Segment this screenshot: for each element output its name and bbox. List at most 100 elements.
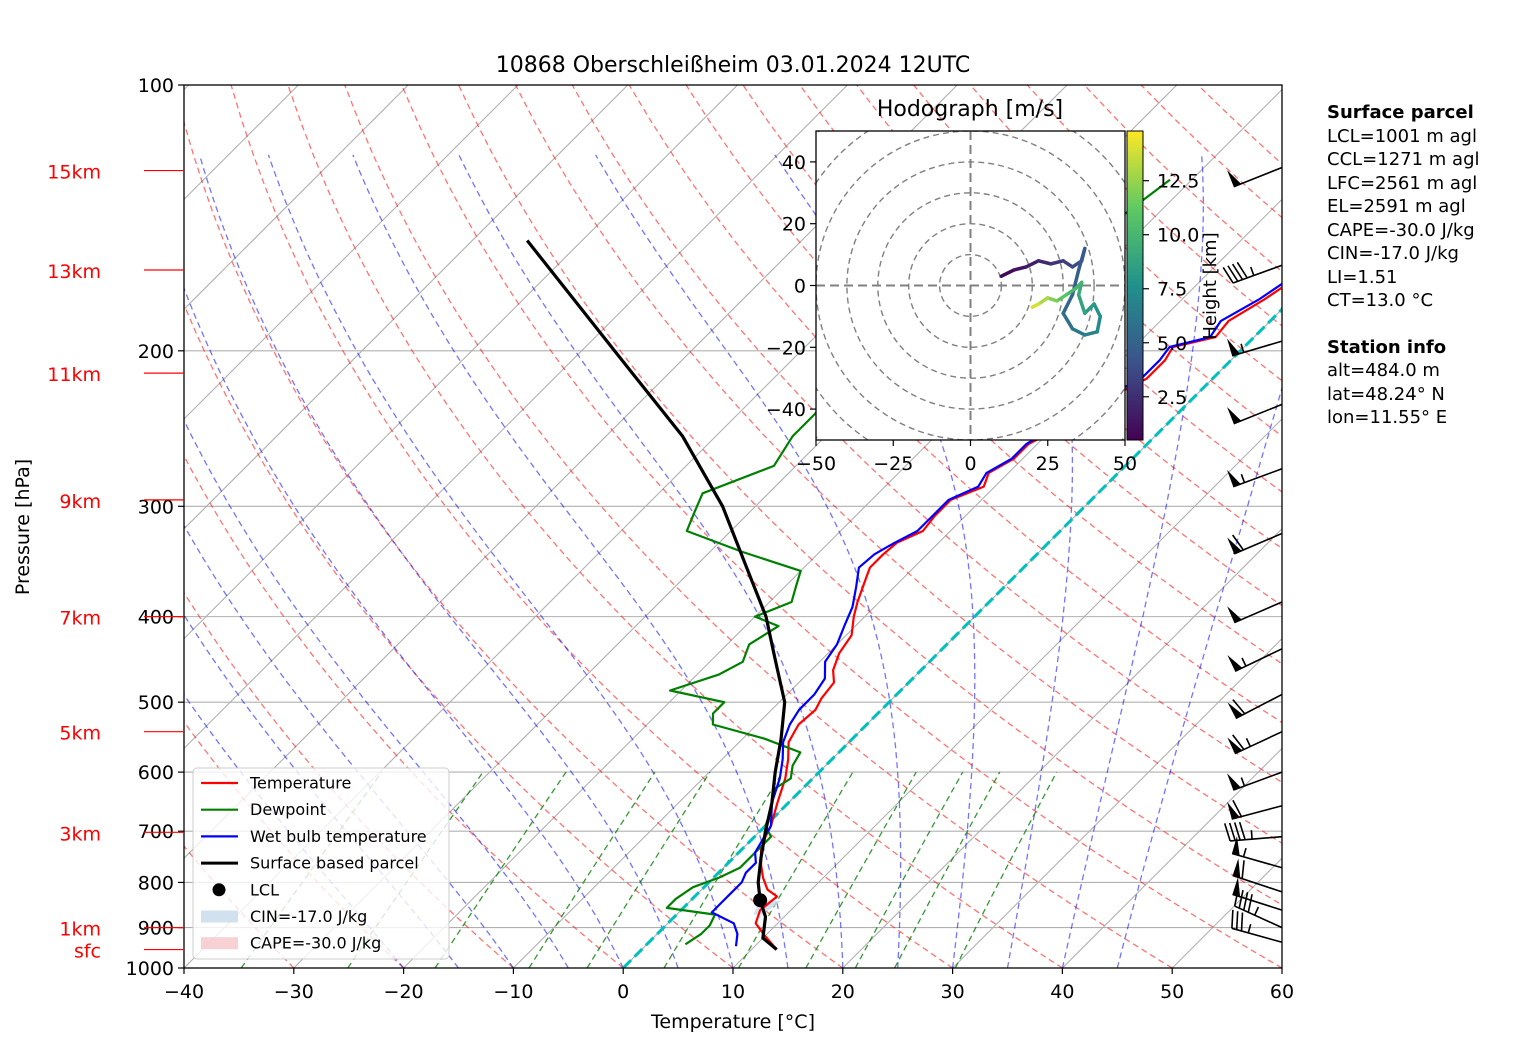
x-tick-label: 20 [831, 981, 855, 1003]
hodograph-segment [1055, 293, 1069, 303]
y-axis-label: Pressure [hPa] [12, 459, 34, 595]
hodograph-x-tick-label: −25 [873, 453, 913, 475]
parcel-line [525, 239, 787, 951]
legend-label: Wet bulb temperature [250, 827, 427, 846]
hodograph-segment [1061, 311, 1075, 331]
isotherm-line [952, 637, 1282, 968]
wind-barb [1227, 648, 1283, 673]
legend-swatch [201, 937, 238, 950]
surface-parcel-block: Surface parcel LCL=1001 m agl CCL=1271 m… [1327, 101, 1480, 313]
wind-barb [1227, 403, 1283, 425]
moist-adiabat [774, 154, 976, 968]
colorbar-label: Height [km] [1200, 232, 1221, 339]
sounding-profiles [525, 178, 1282, 951]
mixing-ratio-line [738, 771, 854, 968]
hodograph-title: Hodograph [m/s] [877, 97, 1063, 122]
hodograph-segment [1083, 302, 1096, 316]
surface-parcel-cape: CAPE=-30.0 J/kg [1327, 219, 1475, 241]
station-longitude: lon=11.55° E [1327, 407, 1448, 428]
moist-adiabat [352, 154, 789, 968]
surface-parcel-li: LI=1.51 [1327, 266, 1398, 288]
wind-barb [1231, 836, 1283, 869]
hodograph-segment [1036, 259, 1053, 266]
wind-barb [1227, 338, 1283, 357]
isotherm-line [842, 528, 1282, 968]
isotherm-line [184, 85, 738, 640]
hodograph-segment [1061, 259, 1075, 269]
hodograph-x-tick-label: 50 [1113, 453, 1137, 475]
station-info-block: Station info alt=484.0 m lat=48.24° N lo… [1327, 336, 1480, 430]
wind-barbs [1222, 166, 1283, 943]
wind-barb [1226, 467, 1283, 488]
wind-barb [1231, 909, 1283, 943]
colorbar-tick-label: 7.5 [1157, 279, 1187, 301]
legend-label: CIN=-17.0 J/kg [250, 907, 367, 926]
mixing-ratio-line [663, 771, 784, 968]
moist-adiabat [184, 286, 624, 968]
colorbar-tick-label: 5.0 [1157, 333, 1187, 355]
legend-label: CAPE=-30.0 J/kg [250, 934, 381, 953]
y-tick-label: 400 [138, 607, 174, 629]
hodograph-segment [1049, 259, 1065, 266]
legend-swatch [212, 883, 226, 897]
lcl-marker [753, 893, 768, 908]
moist-adiabat [184, 524, 514, 968]
hodograph-segment [1095, 314, 1103, 334]
colorbar-tick-label: 10.0 [1157, 225, 1199, 247]
x-tick-label: −30 [274, 981, 314, 1003]
dry-adiabat [184, 302, 734, 968]
height-marker-label: 5km [59, 723, 101, 745]
isotherm-line [1062, 747, 1282, 968]
colorbar-tick-label: 12.5 [1157, 171, 1199, 193]
height-marker-label: 7km [59, 608, 101, 630]
wind-barb [1227, 532, 1283, 555]
x-tick-label: 40 [1050, 981, 1074, 1003]
dry-adiabat [458, 85, 1282, 906]
moist-adiabat [1061, 154, 1204, 968]
hodograph-segment [1076, 293, 1087, 316]
height-marker-label: 13km [47, 261, 101, 283]
mixing-ratio-line [954, 771, 1058, 968]
dewpoint-line [665, 178, 1171, 946]
wind-barb [1227, 799, 1283, 820]
hodograph-segment [1024, 259, 1041, 269]
wind-barb [1233, 887, 1283, 929]
legend-label: LCL [250, 880, 279, 899]
moist-adiabat [996, 154, 1074, 968]
height-marker-label: 9km [59, 491, 101, 513]
y-tick-label: 600 [138, 762, 174, 784]
hodograph-segment [1012, 265, 1028, 272]
isotherm-line [513, 198, 1282, 968]
x-tick-label: 0 [617, 981, 629, 1003]
dry-adiabat [344, 85, 1173, 968]
hodograph-segment [999, 268, 1016, 278]
x-axis-label: Temperature [°C] [650, 1011, 815, 1033]
moist-adiabat [458, 154, 844, 968]
isotherm-line [184, 85, 848, 750]
mixing-ratio-line [528, 771, 656, 968]
surface-parcel-heading: Surface parcel [1327, 102, 1474, 123]
hodograph-segment [1061, 293, 1075, 316]
main-axes: −40 −30 −20 −10 0 10 20 30 40 50 60100090080070060… [126, 75, 1294, 1003]
height-marker-label: sfc [74, 941, 101, 963]
height-marker-label: 1km [59, 919, 101, 941]
hodograph: Hodograph [m/s] −50 −25 0 25 50 40 20 0 −20 −40 2… [766, 97, 1221, 475]
hodograph-y-tick-label: −20 [766, 337, 806, 359]
dry-adiabat [856, 85, 1282, 493]
legend-box [192, 767, 450, 960]
colorbar-tick-label: 2.5 [1157, 387, 1187, 409]
y-tick-label: 1000 [126, 958, 174, 980]
wind-barb [1222, 261, 1283, 284]
height-marker-label: 15km [47, 162, 101, 184]
wind-barb [1227, 730, 1283, 755]
legend-label: Surface based parcel [250, 854, 419, 873]
mixing-ratio-line [805, 771, 917, 968]
moist-adiabat [184, 418, 569, 968]
isotherm-line [184, 85, 629, 530]
mixing-ratio-line [434, 771, 567, 968]
legend-swatch [201, 910, 238, 923]
y-tick-label: 500 [138, 692, 174, 714]
wind-barb [1223, 821, 1283, 842]
surface-parcel-ccl: CCL=1271 m agl [1327, 149, 1480, 170]
